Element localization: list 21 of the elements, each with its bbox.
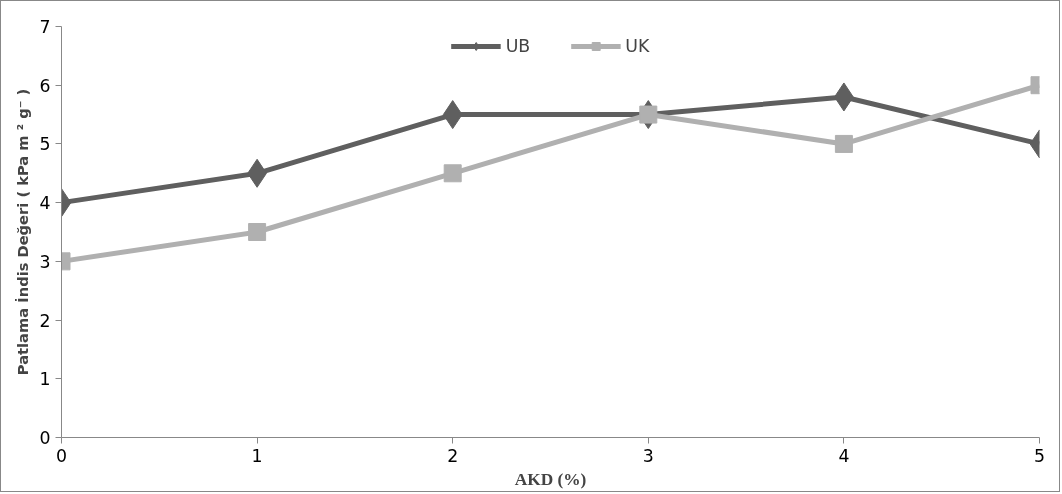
legend-label: UK [625,36,650,56]
point [639,105,658,124]
point [443,164,462,183]
legend-label: UB [505,36,531,56]
x-tick-label: 0 [55,445,68,466]
y-tick-label: 4 [39,193,51,214]
y-tick-label: 3 [39,251,51,272]
y-axis-title: Patlama İndis Değeri ( kPa m ² g⁻ ) [14,88,32,376]
y-tick-label: 6 [39,75,51,96]
x-axis-title: AKD (%) [514,469,587,489]
x-tick-label: 1 [251,445,263,466]
x-tick-label: 4 [838,445,850,466]
y-tick-label: 0 [39,428,51,448]
x-tick-label: 5 [1033,445,1046,466]
y-tick-label: 1 [39,369,51,390]
x-tick-label: 2 [447,445,459,466]
y-tick-label: 2 [39,310,51,331]
x-tick-label: 3 [642,445,654,466]
point [442,100,463,130]
y-tick-label: 5 [39,134,51,155]
y-tick-label: 7 [39,17,51,37]
